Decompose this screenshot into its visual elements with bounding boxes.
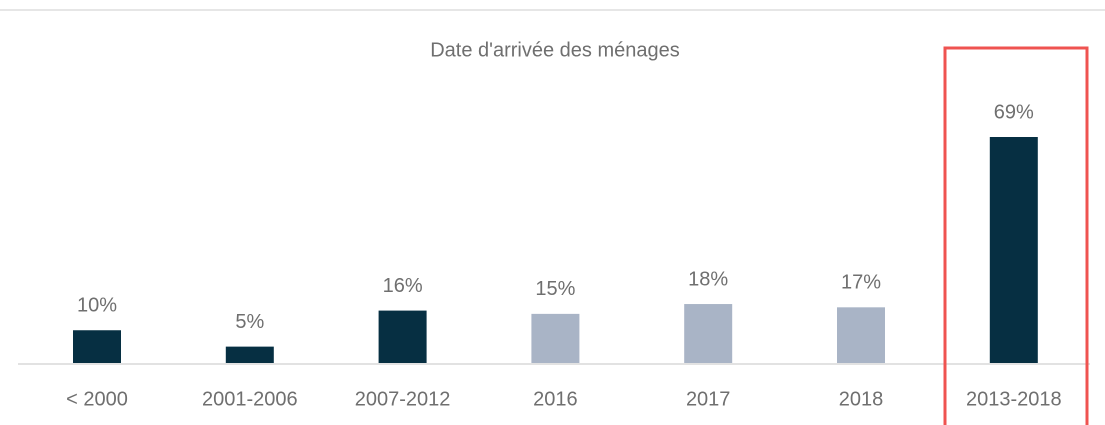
value-label: 18% bbox=[688, 268, 728, 290]
x-tick-label: 2007-2012 bbox=[355, 388, 451, 410]
x-tick-label: 2013-2018 bbox=[966, 388, 1062, 410]
highlight-box bbox=[943, 46, 1089, 425]
x-tick-label: 2001-2006 bbox=[202, 388, 298, 410]
bar bbox=[989, 137, 1038, 363]
value-label: 15% bbox=[535, 278, 575, 300]
x-tick-label: 2018 bbox=[839, 388, 884, 410]
chart-title: Date d'arrivée des ménages bbox=[430, 39, 680, 61]
value-label: 5% bbox=[235, 311, 264, 333]
value-label: 10% bbox=[77, 295, 117, 317]
bar bbox=[684, 304, 733, 363]
x-tick-label: < 2000 bbox=[66, 388, 128, 410]
bar bbox=[73, 330, 121, 363]
bar bbox=[378, 310, 427, 363]
bar bbox=[531, 313, 580, 363]
bar bbox=[837, 307, 885, 363]
value-label: 16% bbox=[383, 275, 423, 297]
value-label: 69% bbox=[994, 101, 1034, 123]
bar bbox=[225, 346, 274, 363]
value-label: 17% bbox=[841, 272, 881, 294]
x-tick-label: 2016 bbox=[533, 388, 578, 410]
x-tick-label: 2017 bbox=[686, 388, 731, 410]
